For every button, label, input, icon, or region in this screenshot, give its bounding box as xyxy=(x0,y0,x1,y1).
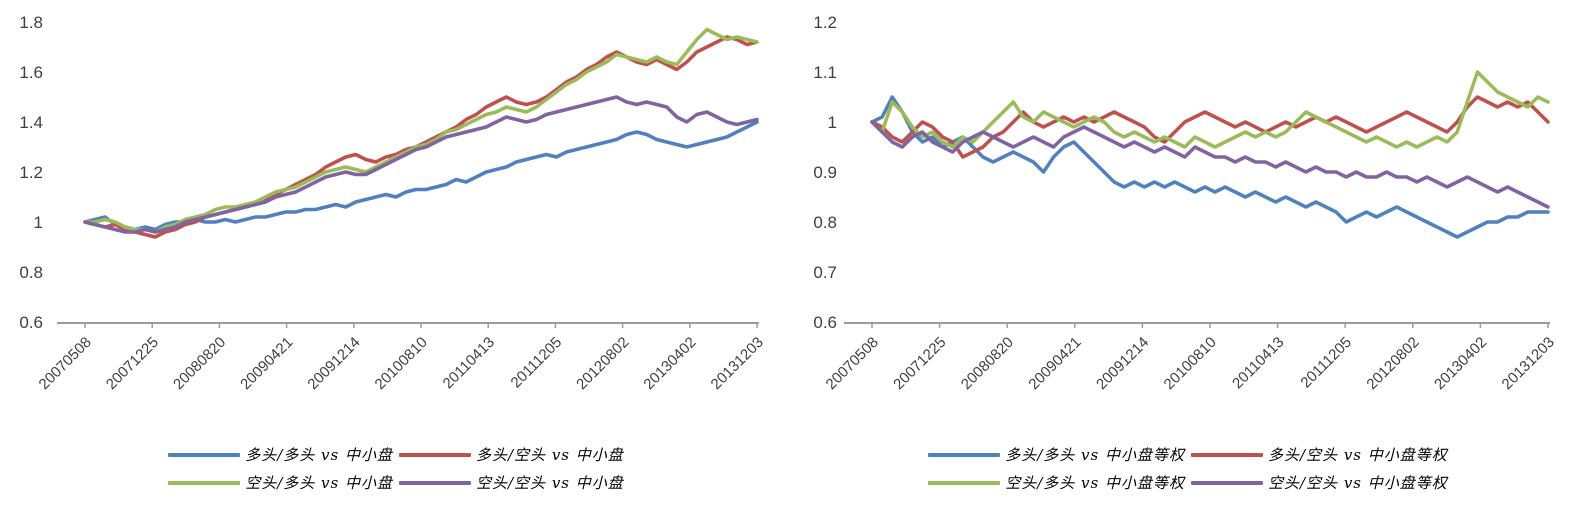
x-tick-label: 20111205 xyxy=(508,334,566,392)
legend-item: 多头/空头 vs 中小盘 xyxy=(399,444,624,465)
legend-right: 多头/多头 vs 中小盘等权 多头/空头 vs 中小盘等权空头/多头 vs 中小盘… xyxy=(792,444,1584,493)
y-tick-label: 1.1 xyxy=(813,63,837,82)
legend-item: 多头/多头 vs 中小盘 xyxy=(168,444,393,465)
x-tick-label: 20080820 xyxy=(170,334,229,393)
x-tick-label: 20080820 xyxy=(958,334,1017,393)
legend-label: 多头/空头 vs 中小盘等权 xyxy=(1268,446,1448,464)
legend-item: 空头/空头 vs 中小盘等权 xyxy=(1191,472,1448,493)
legend-left: 多头/多头 vs 中小盘 多头/空头 vs 中小盘空头/多头 vs 中小盘 空头/空… xyxy=(0,444,792,493)
x-tick-label: 20120802 xyxy=(573,334,632,393)
legend-item: 空头/多头 vs 中小盘 xyxy=(168,472,393,493)
y-tick-label: 0.8 xyxy=(19,263,43,282)
y-tick-label: 0.6 xyxy=(19,313,43,332)
y-tick-label: 1.8 xyxy=(19,13,43,32)
legend-label: 空头/空头 vs 中小盘等权 xyxy=(1268,474,1448,492)
legend-row: 多头/多头 vs 中小盘 多头/空头 vs 中小盘 xyxy=(168,444,624,465)
x-tick-label: 20091214 xyxy=(304,334,363,393)
y-tick-label: 1.4 xyxy=(19,113,43,132)
legend-label: 空头/空头 vs 中小盘 xyxy=(476,474,624,492)
legend-row: 多头/多头 vs 中小盘等权 多头/空头 vs 中小盘等权 xyxy=(928,444,1448,465)
x-tick-label: 20090421 xyxy=(237,334,296,393)
legend-item: 多头/多头 vs 中小盘等权 xyxy=(928,444,1185,465)
y-tick-label: 0.9 xyxy=(813,163,837,182)
chart-canvas: 1.8 1.6 1.4 1.2 1 0.8 0.6 20070508 20071225 20080… xyxy=(19,13,767,393)
series-line-2 xyxy=(870,70,1550,149)
x-tick-label: 20071225 xyxy=(103,334,162,393)
legend-line-swatch xyxy=(399,480,471,485)
y-tick-label: 0.6 xyxy=(813,313,837,332)
y-tick-label: 0.8 xyxy=(813,213,837,232)
legend-line-swatch xyxy=(928,480,1001,485)
series-line-0 xyxy=(870,95,1550,239)
x-tick-label: 20100810 xyxy=(1161,334,1220,393)
x-tick-label: 20071225 xyxy=(890,334,949,393)
legend-item: 空头/空头 vs 中小盘 xyxy=(399,472,624,493)
y-tick-label: 1.6 xyxy=(19,63,43,82)
chart-right-vs-midsmallcap-equalweight: 1.2 1.1 1 0.9 0.8 0.7 0.6 20070508 20071225 20080… xyxy=(792,0,1584,528)
x-tick-label: 20110413 xyxy=(1229,334,1287,392)
y-tick-label: 0.7 xyxy=(813,263,837,282)
x-tick-label: 20111205 xyxy=(1297,334,1355,392)
x-tick-label: 20131203 xyxy=(1499,334,1558,393)
legend-line-swatch xyxy=(1191,480,1263,485)
legend-line-swatch xyxy=(1191,452,1263,457)
chart-canvas: 1.2 1.1 1 0.9 0.8 0.7 0.6 20070508 20071225 20080… xyxy=(813,13,1558,393)
legend-line-swatch xyxy=(928,452,1001,457)
x-tick-label: 20100810 xyxy=(372,334,431,393)
x-tick-label: 20120802 xyxy=(1363,334,1422,393)
y-tick-label: 1.2 xyxy=(813,13,837,32)
legend-row: 空头/多头 vs 中小盘等权 空头/空头 vs 中小盘等权 xyxy=(928,472,1448,493)
x-tick-label: 20090421 xyxy=(1025,334,1084,393)
x-tick-label: 20110413 xyxy=(440,334,498,392)
legend-label: 多头/多头 vs 中小盘 xyxy=(245,446,393,464)
series-line-0 xyxy=(83,120,759,232)
legend-item: 多头/空头 vs 中小盘等权 xyxy=(1191,444,1448,465)
legend-item: 空头/多头 vs 中小盘等权 xyxy=(928,472,1185,493)
x-tick-label: 20130402 xyxy=(1431,334,1490,393)
x-tick-label: 20131203 xyxy=(708,334,767,393)
legend-label: 空头/多头 vs 中小盘等权 xyxy=(1005,474,1185,492)
y-tick-label: 1.2 xyxy=(19,163,43,182)
x-tick-label: 20091214 xyxy=(1093,334,1152,393)
legend-line-swatch xyxy=(168,452,241,457)
series-line-2 xyxy=(83,27,759,234)
series-line-1 xyxy=(870,95,1550,159)
x-tick-label: 20070508 xyxy=(823,334,882,393)
series-line-3 xyxy=(83,95,759,234)
chart-left-vs-midsmallcap: 1.8 1.6 1.4 1.2 1 0.8 0.6 20070508 20071225 20080… xyxy=(0,13,792,493)
legend-row: 空头/多头 vs 中小盘 空头/空头 vs 中小盘 xyxy=(168,472,624,493)
legend-label: 多头/空头 vs 中小盘 xyxy=(476,446,624,464)
x-tick-label: 20070508 xyxy=(36,334,95,393)
series-line-1 xyxy=(83,35,759,239)
legend-label: 空头/多头 vs 中小盘 xyxy=(245,474,393,492)
x-tick-label: 20130402 xyxy=(640,334,699,393)
y-tick-label: 1 xyxy=(34,213,43,232)
y-tick-label: 1 xyxy=(828,113,837,132)
legend-line-swatch xyxy=(168,480,241,485)
legend-label: 多头/多头 vs 中小盘等权 xyxy=(1005,446,1185,464)
legend-line-swatch xyxy=(399,452,471,457)
series-line-3 xyxy=(870,120,1550,209)
